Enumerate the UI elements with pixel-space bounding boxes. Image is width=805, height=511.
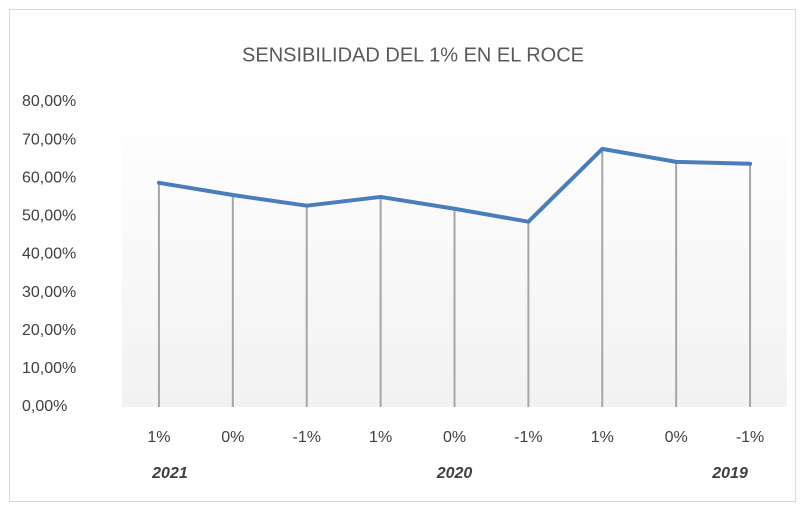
- y-tick-label: 80,00%: [22, 93, 76, 110]
- chart-title: SENSIBILIDAD DEL 1% EN EL ROCE: [242, 44, 584, 66]
- x-tick-label: 1%: [591, 429, 614, 446]
- y-tick-label: 0,00%: [22, 398, 67, 415]
- x-tick-label: -1%: [736, 429, 764, 446]
- x-tick-label: -1%: [514, 429, 542, 446]
- y-tick-label: 20,00%: [22, 322, 76, 339]
- group-label: 2020: [436, 465, 473, 482]
- group-label: 2019: [711, 465, 748, 482]
- y-tick-label: 30,00%: [22, 284, 76, 301]
- x-tick-label: 1%: [147, 429, 170, 446]
- y-tick-label: 50,00%: [22, 208, 76, 225]
- x-tick-label: 0%: [443, 429, 466, 446]
- x-tick-label: 0%: [665, 429, 688, 446]
- y-tick-label: 60,00%: [22, 169, 76, 186]
- x-tick-label: -1%: [292, 429, 320, 446]
- y-tick-label: 70,00%: [22, 131, 76, 148]
- x-tick-label: 0%: [221, 429, 244, 446]
- y-tick-label: 10,00%: [22, 360, 76, 377]
- x-tick-label: 1%: [369, 429, 392, 446]
- y-tick-label: 40,00%: [22, 246, 76, 263]
- group-label: 2021: [151, 465, 188, 482]
- line-series: [156, 146, 753, 224]
